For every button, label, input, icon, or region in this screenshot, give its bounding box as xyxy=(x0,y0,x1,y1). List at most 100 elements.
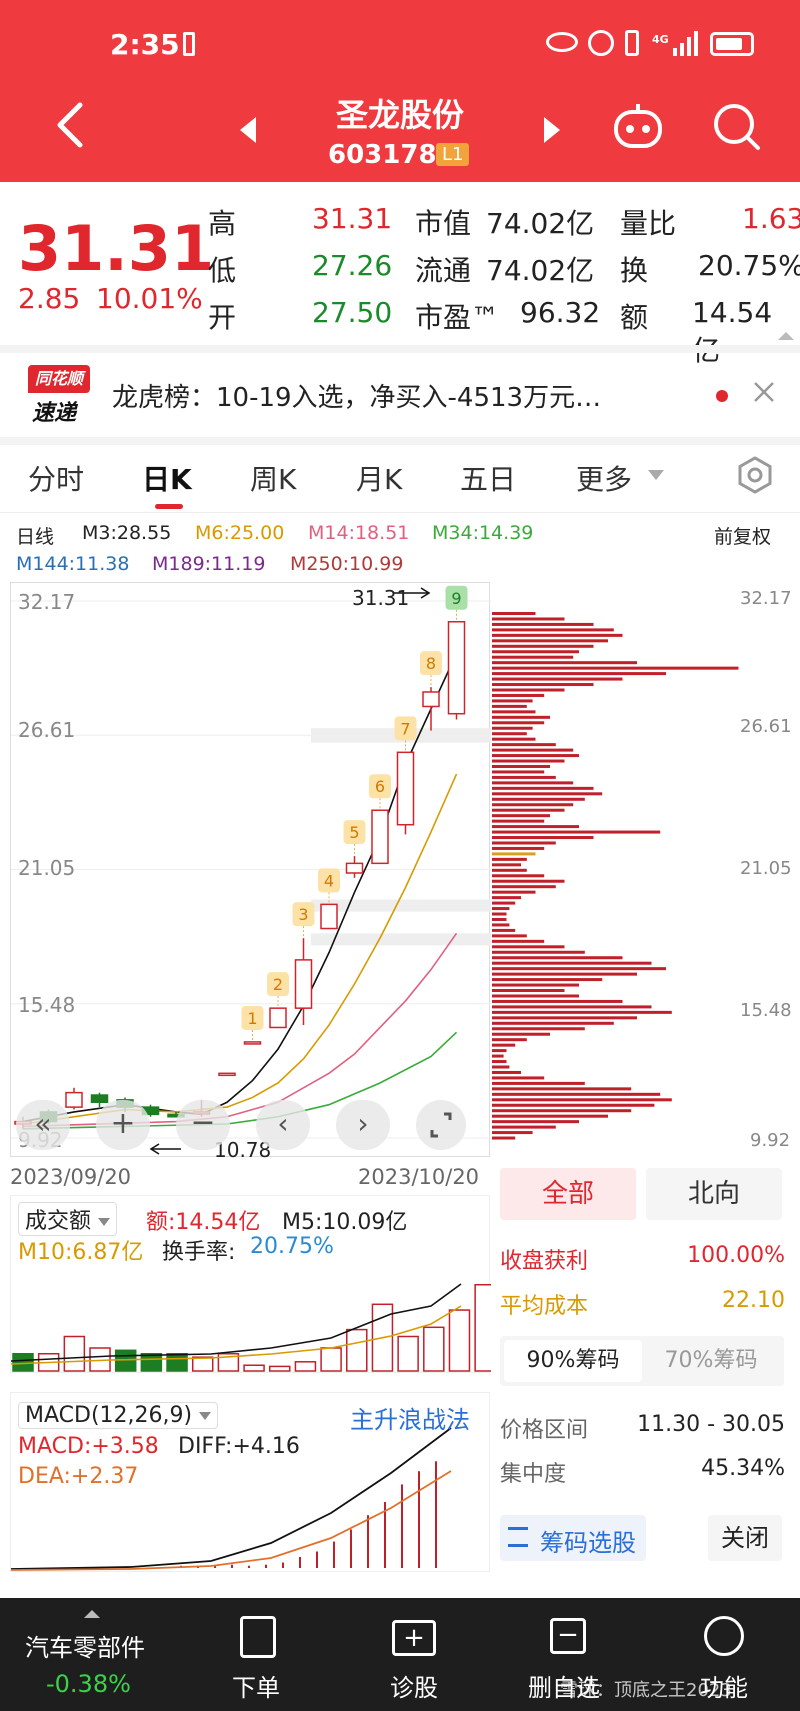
ma144: M144:11.38 xyxy=(16,553,130,575)
count-badge xyxy=(394,716,417,741)
divider xyxy=(0,437,800,445)
chip-bar xyxy=(492,939,545,943)
triangle-right-icon xyxy=(544,117,560,143)
order-button[interactable]: 下单 xyxy=(220,1598,320,1711)
strategy-link[interactable]: 主升浪战法 xyxy=(350,1406,470,1434)
adjust-mode[interactable]: 前复权 xyxy=(714,526,772,548)
list-icon xyxy=(508,1527,528,1547)
robot-assistant-button[interactable] xyxy=(612,102,664,150)
count-label: 5 xyxy=(349,823,359,842)
count-badge xyxy=(369,774,391,799)
y-tick-left-1: 26.61 xyxy=(18,718,76,742)
news-close-button[interactable] xyxy=(752,380,776,404)
minus-box-icon: − xyxy=(550,1618,586,1654)
network-label: 4G xyxy=(652,33,669,46)
candle-body xyxy=(90,1094,109,1104)
settings-button[interactable] xyxy=(736,456,774,494)
chip-bar xyxy=(492,1125,556,1129)
chip-tab-north[interactable]: 北向 xyxy=(646,1168,782,1220)
low-label: 低 xyxy=(208,254,237,287)
zoom-minus-button[interactable]: − xyxy=(176,1100,230,1150)
search-button[interactable] xyxy=(712,102,762,152)
chip-bar xyxy=(492,852,536,856)
chip-bar xyxy=(492,792,603,796)
chip-bar xyxy=(492,841,556,845)
delete-watch-button[interactable]: − 删自选 xyxy=(528,1598,638,1711)
prev-stock-button[interactable] xyxy=(236,115,260,145)
x-start-date: 2023/09/20 xyxy=(10,1165,132,1189)
volume-bar xyxy=(63,1335,86,1372)
tab-five-day[interactable]: 五日 xyxy=(460,463,517,496)
dea-value: DEA:+2.37 xyxy=(18,1464,139,1489)
chip-bar xyxy=(492,1136,516,1140)
price-range-value: 11.30 - 30.05 xyxy=(637,1412,785,1437)
y-tick-right-3: 15.48 xyxy=(740,1000,792,1021)
chevron-down-icon[interactable] xyxy=(648,470,664,480)
subtab-70[interactable]: 70%筹码 xyxy=(664,1348,758,1373)
tab-weekly-k[interactable]: 周K xyxy=(250,463,297,496)
count-badge xyxy=(318,868,340,893)
concentration-label: 集中度 xyxy=(500,1462,567,1487)
back-button[interactable] xyxy=(50,100,90,150)
chevron-down-icon xyxy=(199,1412,212,1420)
zoom-out-button[interactable]: « xyxy=(16,1100,70,1150)
tab-daily-k[interactable]: 日K xyxy=(142,463,192,496)
count-label: 2 xyxy=(273,975,283,994)
chip-bar xyxy=(492,1087,632,1091)
chip-bar xyxy=(492,846,545,850)
ma14: M14:18.51 xyxy=(308,522,410,544)
tab-intraday[interactable]: 分时 xyxy=(28,463,85,496)
macd-indicator-select[interactable]: MACD(12,26,9) xyxy=(18,1402,219,1429)
chip-bar xyxy=(492,836,594,840)
expand-caret-icon[interactable] xyxy=(778,332,794,340)
chip-bar xyxy=(492,885,556,889)
news-ticker[interactable]: 同花顺 速递 龙虎榜：10-19入选，净买入-4513万元… xyxy=(0,355,800,435)
last-price: 31.31 xyxy=(18,212,215,285)
pressure-band xyxy=(311,899,491,912)
volume-indicator-select[interactable]: 成交额 xyxy=(18,1202,118,1236)
chip-bar xyxy=(492,666,739,670)
ma14-line xyxy=(22,932,458,1128)
volume-m10: M10:6.87亿 xyxy=(18,1240,144,1265)
sector-item[interactable]: 汽车零部件 -0.38% xyxy=(0,1598,185,1711)
chip-bar xyxy=(492,644,594,648)
volume-bar xyxy=(217,1353,240,1372)
alarm-icon xyxy=(588,30,614,56)
volume-panel[interactable] xyxy=(10,1195,491,1373)
open-value: 27.50 xyxy=(312,296,393,329)
scroll-left-button[interactable]: ‹ xyxy=(256,1100,310,1150)
chip-bar xyxy=(492,967,666,971)
tab-more[interactable]: 更多 xyxy=(576,463,633,496)
chip-bar xyxy=(492,907,510,911)
chip-bar xyxy=(492,950,585,954)
ma189: M189:11.19 xyxy=(152,553,266,575)
chip-close-button[interactable]: 关闭 xyxy=(708,1515,782,1561)
chip-bar xyxy=(492,863,521,867)
y-tick-right-0: 32.17 xyxy=(740,588,792,609)
scroll-right-button[interactable]: › xyxy=(336,1100,390,1150)
chip-tab-all[interactable]: 全部 xyxy=(500,1168,636,1220)
zoom-in-button[interactable]: + xyxy=(96,1100,150,1150)
functions-label: 功能 xyxy=(700,1674,748,1702)
chip-select-button[interactable]: 筹码选股 xyxy=(500,1515,646,1561)
chip-bar xyxy=(492,1005,652,1009)
chip-bar xyxy=(492,688,565,692)
next-stock-button[interactable] xyxy=(540,115,564,145)
chip-bar xyxy=(492,890,536,894)
chip-bar xyxy=(492,917,507,921)
subtab-90[interactable]: 90%筹码 xyxy=(504,1340,642,1382)
tab-monthly-k[interactable]: 月K xyxy=(356,463,403,496)
chip-bar xyxy=(492,923,510,927)
macd-panel[interactable] xyxy=(10,1392,490,1572)
functions-button[interactable]: 功能 xyxy=(690,1598,790,1711)
chip-bar xyxy=(492,655,574,659)
chip-bar xyxy=(492,764,550,768)
chip-bar xyxy=(492,715,550,719)
chip-distribution xyxy=(492,582,790,1157)
fullscreen-button[interactable] xyxy=(416,1100,466,1150)
chip-bar xyxy=(492,693,545,697)
diagnose-button[interactable]: + 诊股 xyxy=(378,1598,478,1711)
vibrate-icon xyxy=(625,30,639,56)
search-icon xyxy=(714,104,760,150)
